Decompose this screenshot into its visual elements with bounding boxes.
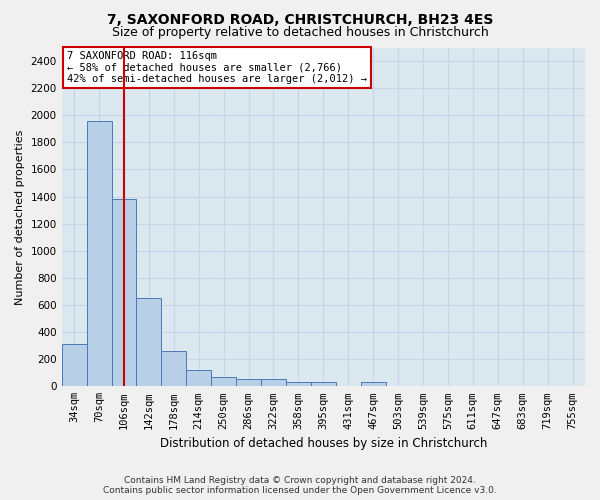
Y-axis label: Number of detached properties: Number of detached properties — [15, 129, 25, 304]
Bar — [311, 382, 336, 386]
Bar — [261, 379, 286, 386]
Text: Size of property relative to detached houses in Christchurch: Size of property relative to detached ho… — [112, 26, 488, 39]
Text: Contains HM Land Registry data © Crown copyright and database right 2024.
Contai: Contains HM Land Registry data © Crown c… — [103, 476, 497, 495]
Bar — [186, 370, 211, 386]
Bar — [286, 382, 311, 386]
Bar — [136, 298, 161, 386]
Bar — [161, 351, 186, 386]
X-axis label: Distribution of detached houses by size in Christchurch: Distribution of detached houses by size … — [160, 437, 487, 450]
Text: 7, SAXONFORD ROAD, CHRISTCHURCH, BH23 4ES: 7, SAXONFORD ROAD, CHRISTCHURCH, BH23 4E… — [107, 12, 493, 26]
Bar — [361, 382, 386, 386]
Bar — [62, 344, 86, 387]
Bar — [211, 377, 236, 386]
Bar — [236, 379, 261, 386]
Bar — [112, 200, 136, 386]
Bar — [86, 120, 112, 386]
Text: 7 SAXONFORD ROAD: 116sqm
← 58% of detached houses are smaller (2,766)
42% of sem: 7 SAXONFORD ROAD: 116sqm ← 58% of detach… — [67, 51, 367, 84]
